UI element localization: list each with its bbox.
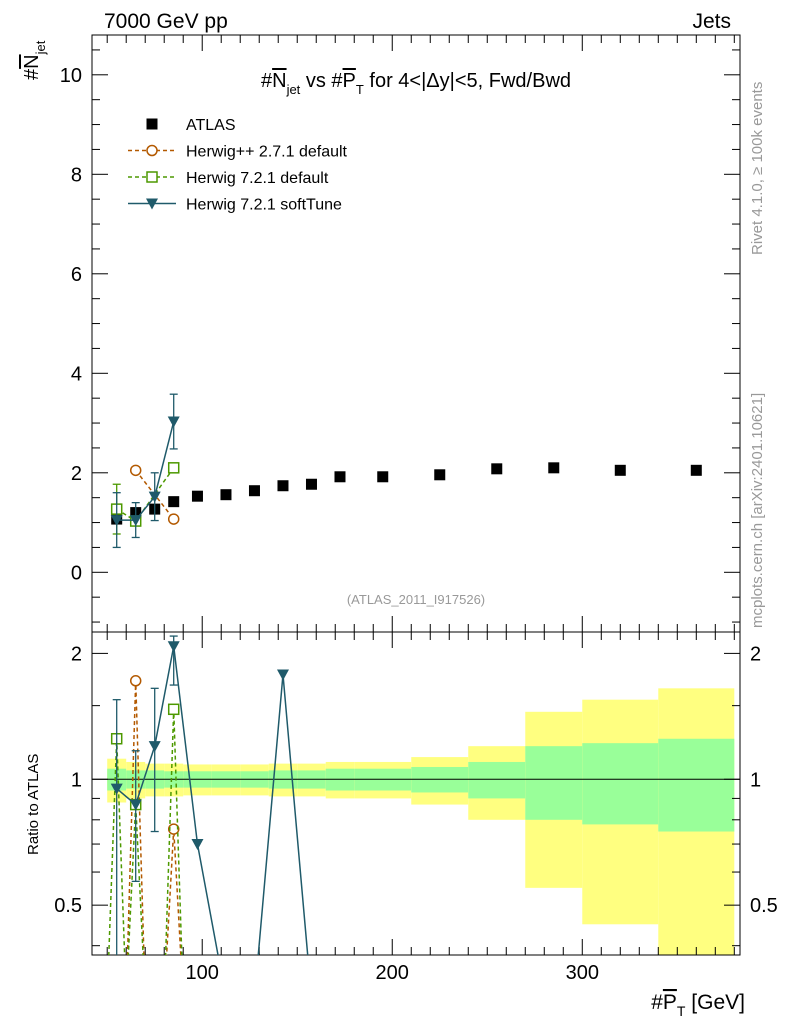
ratio-series-layer xyxy=(108,635,309,955)
series-point xyxy=(167,513,180,525)
legend-item: Herwig++ 2.7.1 default xyxy=(128,144,348,161)
atlas-point xyxy=(434,469,446,481)
legend-marker xyxy=(146,144,158,157)
y-tick-label: 6 xyxy=(71,264,82,286)
title-p-symbol: P xyxy=(343,70,356,92)
atlas-point xyxy=(690,464,702,476)
atlas-point xyxy=(305,478,317,490)
category-label: Jets xyxy=(692,10,731,33)
ratio-series-1 xyxy=(126,675,182,955)
ratio-point xyxy=(276,669,289,681)
analysis-label: (ATLAS_2011_I917526) xyxy=(347,592,485,607)
legend-label: Herwig 7.2.1 default xyxy=(186,170,329,187)
ratio-point xyxy=(110,783,123,795)
ratio-line xyxy=(108,709,183,955)
legend-item: Herwig 7.2.1 softTune xyxy=(128,197,342,214)
series-3 xyxy=(110,393,180,549)
energy-label: 7000 GeV pp xyxy=(104,10,228,33)
ratio-point xyxy=(191,839,204,851)
ratio-point xyxy=(167,641,180,653)
series-point xyxy=(167,416,180,428)
ratio-tick-label-right: 2 xyxy=(750,643,761,665)
chart-title: #Njet vs #PT for 4<|Δy|<5, Fwd/Bwd xyxy=(261,70,571,97)
title-n-symbol: N xyxy=(272,70,286,92)
y-tick-label: 4 xyxy=(71,363,82,385)
y-axis-label: #Njet xyxy=(21,40,48,80)
atlas-point xyxy=(377,471,389,483)
y-tick-label: 2 xyxy=(71,463,82,485)
ratio-plot-frame xyxy=(91,631,741,956)
atlas-point xyxy=(277,480,289,492)
atlas-point xyxy=(548,462,560,474)
y-tick-label: 10 xyxy=(60,65,82,87)
x-tick-label: 300 xyxy=(566,962,599,984)
ratio-point xyxy=(167,703,180,716)
series-point xyxy=(110,515,123,527)
atlas-point xyxy=(168,496,180,508)
ratio-point xyxy=(167,823,180,835)
ratio-line xyxy=(126,680,182,955)
ratio-point xyxy=(129,799,142,811)
series-point xyxy=(129,515,142,527)
ratio-series-3 xyxy=(110,635,309,955)
ratio-tick-label-left: 0.5 xyxy=(54,895,82,917)
series-point xyxy=(148,491,161,503)
ratio-uncertainty-bands xyxy=(107,688,735,955)
band-stat-segment xyxy=(525,746,583,820)
series-0 xyxy=(111,462,702,525)
atlas-point xyxy=(491,463,503,475)
ratio-tick-label-right: 1 xyxy=(750,769,761,791)
ratio-tick-label-left: 1 xyxy=(71,769,82,791)
x-tick-label: 100 xyxy=(186,962,219,984)
ratio-tick-label-right: 0.5 xyxy=(750,895,778,917)
legend-marker xyxy=(146,171,158,183)
atlas-point xyxy=(191,490,203,502)
y-tick-label: 8 xyxy=(71,164,82,186)
legend-label: Herwig++ 2.7.1 default xyxy=(186,144,348,161)
band-stat-segment xyxy=(582,743,659,825)
series-point xyxy=(167,462,180,474)
series-line xyxy=(116,467,175,523)
x-tick-label: 200 xyxy=(376,962,409,984)
legend-marker xyxy=(146,198,158,210)
legend-label: Herwig 7.2.1 softTune xyxy=(186,197,342,214)
ratio-point xyxy=(148,741,161,753)
series-point xyxy=(129,464,142,477)
legend-label: ATLAS xyxy=(186,117,236,134)
atlas-point xyxy=(334,471,346,483)
ratio-tick-label-left: 2 xyxy=(71,643,82,665)
mcplots-label: mcplots.cern.ch [arXiv:2401.10621] xyxy=(749,393,766,628)
x-axis-label: #PT [GeV] xyxy=(651,991,745,1019)
legend-item: Herwig 7.2.1 default xyxy=(128,170,329,187)
atlas-point xyxy=(220,489,232,501)
rivet-version-label: Rivet 4.1.0, ≥ 100k events xyxy=(749,82,766,255)
ratio-line xyxy=(116,646,309,955)
atlas-point xyxy=(248,485,260,497)
atlas-point xyxy=(614,464,626,476)
series-line xyxy=(116,421,175,521)
main-series-layer xyxy=(110,393,702,549)
band-stat-segment xyxy=(468,761,526,799)
main-axis-ticks: 0 2 4 6 8 10 xyxy=(60,35,740,632)
legend-marker xyxy=(146,118,158,130)
legend-item: ATLAS xyxy=(146,117,236,134)
ratio-y-axis-label: Ratio to ATLAS xyxy=(25,754,42,855)
ratio-axis-ticks: 0.5 0.5 1 1 2 2 100 200 300 xyxy=(54,632,778,984)
legend: ATLAS Herwig++ 2.7.1 default Herwig 7.2.1 … xyxy=(128,117,348,214)
band-stat-segment xyxy=(658,738,735,832)
y-tick-label: 0 xyxy=(71,562,82,584)
ratio-point xyxy=(129,675,142,687)
